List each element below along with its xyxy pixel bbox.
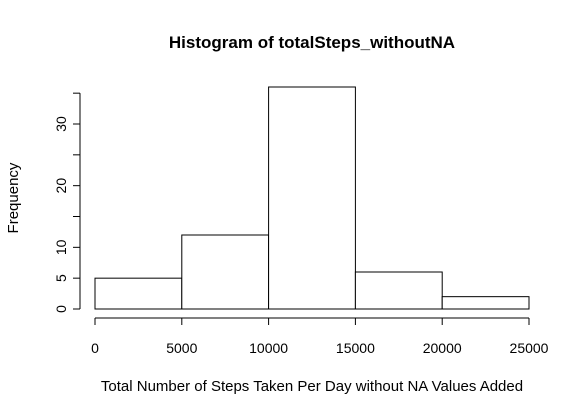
x-axis-label: Total Number of Steps Taken Per Day with… bbox=[101, 378, 523, 395]
y-axis: 0 5 10 20 30 bbox=[53, 92, 81, 313]
y-axis-label: Frequency bbox=[5, 162, 22, 233]
histogram-bar-15000-20000 bbox=[354, 271, 443, 310]
histogram-bar-20000-25000 bbox=[441, 296, 530, 310]
y-tick-label-30: 30 bbox=[53, 116, 69, 132]
y-tick-label-0: 0 bbox=[53, 305, 69, 313]
y-tick-label-5: 5 bbox=[53, 274, 69, 282]
y-tick-label-10: 10 bbox=[53, 239, 69, 255]
histogram-bar-0-5000 bbox=[94, 277, 183, 310]
histogram-bar-5000-10000 bbox=[181, 234, 270, 310]
bars-group bbox=[94, 86, 530, 310]
y-tick-label-20: 20 bbox=[53, 178, 69, 194]
histogram-bar-10000-15000 bbox=[268, 86, 356, 310]
chart-title: Histogram of totalSteps_withoutNA bbox=[169, 33, 455, 52]
x-tick-label-0: 0 bbox=[91, 340, 99, 356]
x-tick-label-15000: 15000 bbox=[336, 340, 375, 356]
x-axis: 0 5000 10000 15000 20000 25000 bbox=[91, 317, 549, 356]
x-tick-label-5000: 5000 bbox=[166, 340, 197, 356]
x-tick-label-10000: 10000 bbox=[249, 340, 288, 356]
x-tick-label-25000: 25000 bbox=[510, 340, 549, 356]
x-tick-label-20000: 20000 bbox=[423, 340, 462, 356]
